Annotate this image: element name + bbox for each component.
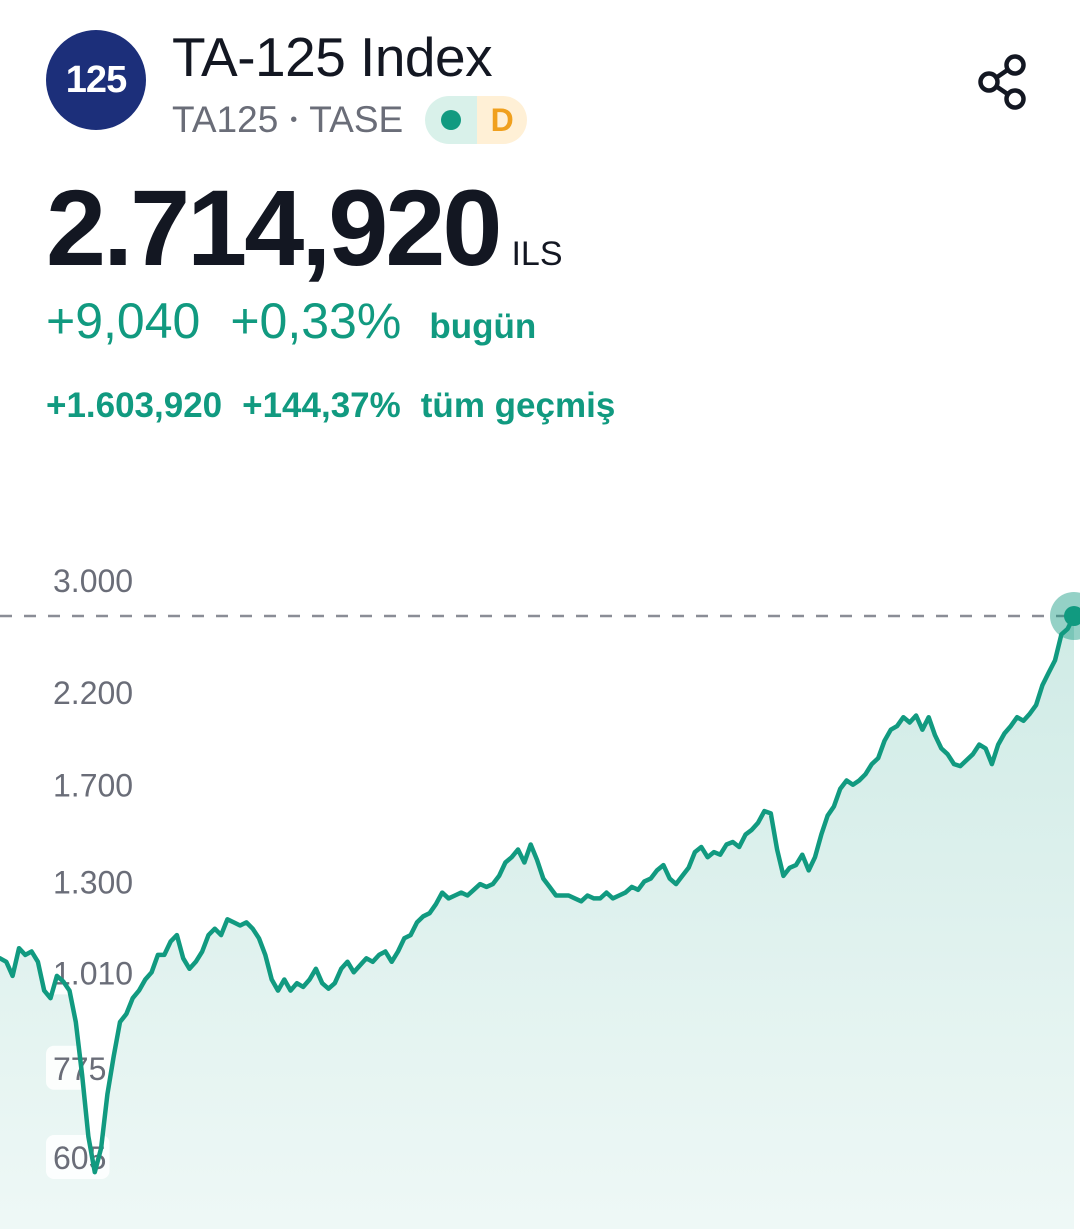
all-time-change-percent: +144,37% — [242, 386, 401, 425]
svg-text:3.000: 3.000 — [53, 563, 133, 599]
svg-text:1.700: 1.700 — [53, 768, 133, 804]
svg-text:2.200: 2.200 — [53, 675, 133, 711]
index-logo: 125 — [46, 30, 146, 130]
last-price: 2.714,920 — [46, 167, 502, 288]
y-tick-label: 1.300 — [46, 859, 143, 904]
all-time-change-row: +1.603,920 +144,37% tüm geçmiş — [46, 386, 615, 426]
daily-change-label: bugün — [429, 307, 537, 346]
y-tick-label: 1.010 — [46, 950, 143, 995]
series-line — [0, 613, 1077, 1175]
exchange-name: TASE — [309, 99, 404, 140]
price-chart[interactable]: 3.000 2.200 1.700 1.300 1.010 775 605 — [0, 520, 1080, 1229]
separator-dot: • — [290, 108, 298, 131]
share-icon — [978, 54, 1026, 110]
daily-change-absolute: +9,040 — [46, 293, 201, 349]
svg-text:1.300: 1.300 — [53, 864, 133, 900]
delayed-data-badge: D — [477, 96, 528, 144]
logo-text: 125 — [65, 58, 127, 101]
live-dot-icon — [441, 110, 462, 130]
market-open-indicator — [425, 96, 478, 144]
y-tick-label: 2.200 — [46, 669, 143, 714]
last-point-marker — [1064, 605, 1080, 626]
price-row: 2.714,920 ILS — [46, 168, 563, 288]
index-title: TA-125 Index — [172, 26, 493, 88]
y-tick-label: 1.700 — [46, 762, 143, 807]
y-tick-label: 3.000 — [46, 558, 143, 602]
all-time-change-label: tüm geçmiş — [420, 386, 616, 425]
series-area — [0, 616, 1074, 1229]
daily-change-percent: +0,33% — [230, 293, 402, 349]
ticker-symbol: TA125 — [172, 99, 279, 140]
symbol-info: TA125 • TASE D — [172, 96, 528, 144]
currency-code: ILS — [511, 235, 563, 273]
all-time-change-absolute: +1.603,920 — [46, 386, 223, 425]
daily-change-row: +9,040 +0,33% bugün — [46, 292, 536, 350]
market-status-badge[interactable]: D — [425, 96, 528, 144]
share-button[interactable] — [970, 50, 1034, 114]
